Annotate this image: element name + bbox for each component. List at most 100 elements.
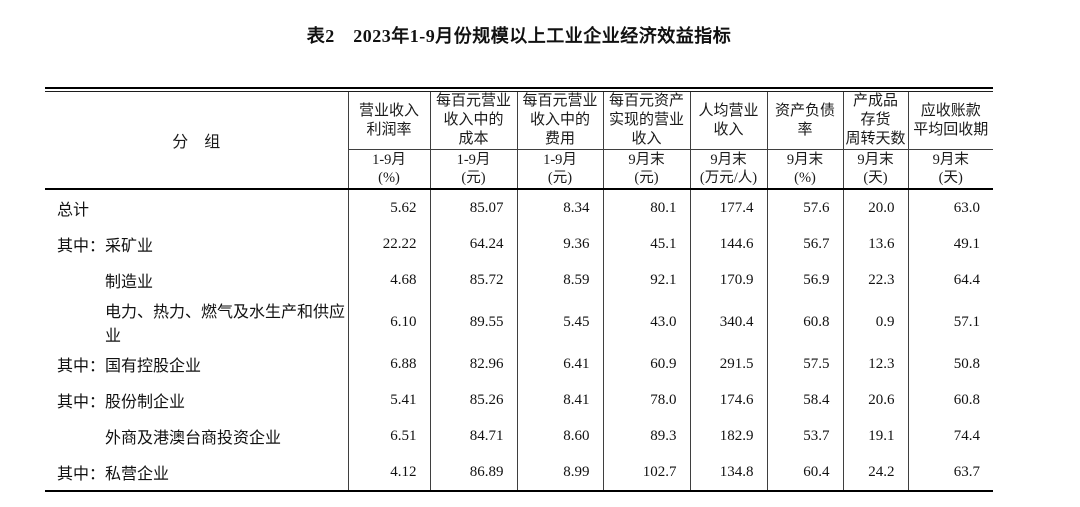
value-cell: 56.9 — [766, 262, 843, 298]
column-period-cell: 1-9月 (元) — [516, 149, 603, 190]
value-cell: 64.24 — [429, 226, 517, 262]
value-cell: 63.7 — [907, 454, 993, 491]
table-row: 电力、热力、燃气及水生产和供应业 6.10 89.55 5.45 43.0 340.4 60… — [45, 298, 993, 346]
table-row: 其中：股份制企业 5.41 85.26 8.41 78.0 174.6 58.4 20.6 60… — [45, 382, 993, 418]
value-cell: 58.4 — [766, 382, 843, 418]
column-period-cell: 9月末 (%) — [766, 149, 843, 190]
value-cell: 5.62 — [347, 189, 430, 226]
value-cell: 19.1 — [842, 418, 908, 454]
column-header-cell: 每百元营业 收入中的 成本 — [429, 92, 517, 150]
value-cell: 60.4 — [766, 454, 843, 491]
top-double-rule — [45, 87, 993, 92]
value-cell: 8.99 — [516, 454, 603, 491]
value-cell: 6.88 — [347, 346, 430, 382]
row-label-cell: 其中：私营企业 — [57, 466, 170, 483]
value-cell: 85.07 — [429, 189, 517, 226]
row-label-cell: 电力、热力、燃气及水生产和供应业 — [105, 304, 346, 345]
value-cell: 8.41 — [516, 382, 603, 418]
value-cell: 4.68 — [347, 262, 430, 298]
stats-table-container: 分 组 营业收入 利润率 每百元营业 收入中的 成本 每百元营业 收入中的 费用 每百… — [45, 87, 993, 492]
value-cell: 291.5 — [689, 346, 767, 382]
value-cell: 85.72 — [429, 262, 517, 298]
value-cell: 8.34 — [516, 189, 603, 226]
column-period-cell: 9月末 (天) — [842, 149, 908, 190]
value-cell: 74.4 — [907, 418, 993, 454]
value-cell: 170.9 — [689, 262, 767, 298]
value-cell: 9.36 — [516, 226, 603, 262]
row-label-cell: 制造业 — [105, 274, 154, 291]
value-cell: 84.71 — [429, 418, 517, 454]
value-cell: 60.8 — [766, 298, 843, 346]
stats-table: 分 组 营业收入 利润率 每百元营业 收入中的 成本 每百元营业 收入中的 费用 每百… — [45, 92, 993, 492]
table-header: 分 组 营业收入 利润率 每百元营业 收入中的 成本 每百元营业 收入中的 费用 每百… — [45, 92, 993, 190]
table-row: 其中：私营企业 4.12 86.89 8.99 102.7 134.8 60.4 24.2 63… — [45, 454, 993, 491]
column-header-cell: 每百元资产 实现的营业 收入 — [602, 92, 690, 150]
value-cell: 57.1 — [907, 298, 993, 346]
column-header-cell: 每百元营业 收入中的 费用 — [516, 92, 603, 150]
value-cell: 64.4 — [907, 262, 993, 298]
value-cell: 174.6 — [689, 382, 767, 418]
table-row: 总计 5.62 85.07 8.34 80.1 177.4 57.6 20.0 63.0 — [45, 189, 993, 226]
value-cell: 12.3 — [842, 346, 908, 382]
column-header-cell: 人均营业 收入 — [689, 92, 767, 150]
group-column-header: 分 组 — [45, 92, 348, 190]
value-cell: 53.7 — [766, 418, 843, 454]
column-header-cell: 产成品 存货 周转天数 — [842, 92, 908, 150]
value-cell: 57.6 — [766, 189, 843, 226]
header-period-row: 1-9月 (%) 1-9月 (元) 1-9月 (元) 9月末 (元) 9月末 (万元/人… — [45, 149, 993, 190]
value-cell: 80.1 — [602, 189, 690, 226]
value-cell: 45.1 — [602, 226, 690, 262]
value-cell: 86.89 — [429, 454, 517, 491]
value-cell: 49.1 — [907, 226, 993, 262]
row-label-cell: 总计 — [57, 202, 90, 219]
table-title: 表2 2023年1-9月份规模以上工业企业经济效益指标 — [306, 26, 732, 46]
value-cell: 144.6 — [689, 226, 767, 262]
value-cell: 8.60 — [516, 418, 603, 454]
column-period-cell: 9月末 (元) — [602, 149, 690, 190]
value-cell: 82.96 — [429, 346, 517, 382]
value-cell: 4.12 — [347, 454, 430, 491]
value-cell: 60.9 — [602, 346, 690, 382]
value-cell: 60.8 — [907, 382, 993, 418]
value-cell: 102.7 — [602, 454, 690, 491]
value-cell: 24.2 — [842, 454, 908, 491]
value-cell: 20.0 — [842, 189, 908, 226]
value-cell: 56.7 — [766, 226, 843, 262]
row-label-cell: 其中：采矿业 — [57, 238, 154, 255]
value-cell: 5.41 — [347, 382, 430, 418]
value-cell: 0.9 — [842, 298, 908, 346]
row-label-cell: 外商及港澳台商投资企业 — [105, 430, 282, 447]
value-cell: 50.8 — [907, 346, 993, 382]
value-cell: 78.0 — [602, 382, 690, 418]
value-cell: 6.41 — [516, 346, 603, 382]
value-cell: 22.22 — [347, 226, 430, 262]
value-cell: 43.0 — [602, 298, 690, 346]
table-row: 其中：采矿业 22.22 64.24 9.36 45.1 144.6 56.7 13.6 49.… — [45, 226, 993, 262]
column-header-cell: 营业收入 利润率 — [347, 92, 430, 150]
value-cell: 5.45 — [516, 298, 603, 346]
value-cell: 57.5 — [766, 346, 843, 382]
value-cell: 22.3 — [842, 262, 908, 298]
row-label-cell: 其中：股份制企业 — [57, 394, 186, 411]
value-cell: 182.9 — [689, 418, 767, 454]
column-period-cell: 1-9月 (%) — [347, 149, 430, 190]
column-header-cell: 应收账款 平均回收期 — [907, 92, 993, 150]
value-cell: 89.3 — [602, 418, 690, 454]
table-row: 外商及港澳台商投资企业 6.51 84.71 8.60 89.3 182.9 53.7 19.… — [45, 418, 993, 454]
value-cell: 20.6 — [842, 382, 908, 418]
column-header-cell: 资产负债 率 — [766, 92, 843, 150]
value-cell: 6.10 — [347, 298, 430, 346]
value-cell: 85.26 — [429, 382, 517, 418]
value-cell: 89.55 — [429, 298, 517, 346]
value-cell: 63.0 — [907, 189, 993, 226]
value-cell: 134.8 — [689, 454, 767, 491]
value-cell: 6.51 — [347, 418, 430, 454]
column-period-cell: 1-9月 (元) — [429, 149, 517, 190]
value-cell: 340.4 — [689, 298, 767, 346]
value-cell: 13.6 — [842, 226, 908, 262]
table-row: 制造业 4.68 85.72 8.59 92.1 170.9 56.9 22.3 64.4 — [45, 262, 993, 298]
row-label-cell: 其中：国有控股企业 — [57, 358, 202, 375]
column-period-cell: 9月末 (天) — [907, 149, 993, 190]
table-row: 其中：国有控股企业 6.88 82.96 6.41 60.9 291.5 57.5 12.3 5… — [45, 346, 993, 382]
header-name-row: 分 组 营业收入 利润率 每百元营业 收入中的 成本 每百元营业 收入中的 费用 每百… — [45, 92, 993, 190]
